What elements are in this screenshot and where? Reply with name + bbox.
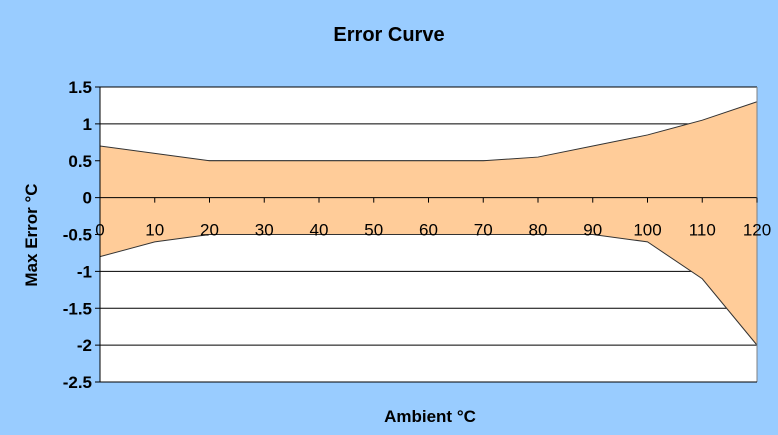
x-tick-label-1: 10 — [145, 221, 164, 240]
x-tick-label-6: 60 — [419, 221, 438, 240]
y-tick-labels: 1.5 1 0.5 0 -0.5 -1 -1.5 -2 -2.5 — [63, 78, 92, 392]
y-axis-label: Max Error °C — [22, 183, 41, 286]
series-line-0 — [99, 101, 758, 162]
y-tick-label-6: -1.5 — [63, 299, 92, 318]
x-tick-label-9: 90 — [583, 221, 602, 240]
x-tick-label-3: 30 — [255, 221, 274, 240]
y-tick-label-7: -2 — [77, 336, 92, 355]
x-tick-label-4: 40 — [310, 221, 329, 240]
axes — [95, 86, 758, 383]
y-tick-label-8: -2.5 — [63, 373, 92, 392]
error-band — [99, 101, 758, 346]
x-tick-label-12: 120 — [743, 221, 771, 240]
x-tick-label-0: 0 — [95, 221, 104, 240]
x-tick-label-10: 100 — [633, 221, 661, 240]
area-series-0 — [100, 101, 757, 198]
x-tick-label-5: 50 — [364, 221, 383, 240]
y-tick-label-1: 1 — [83, 115, 92, 134]
y-tick-label-3: 0 — [83, 189, 92, 208]
x-tick-label-11: 110 — [689, 221, 716, 240]
y-tick-label-0: 1.5 — [68, 78, 92, 97]
y-tick-label-4: -0.5 — [63, 226, 92, 245]
x-tick-labels: 0 10 20 30 40 50 60 70 80 90 100 110 120 — [95, 221, 771, 240]
y-tick-label-2: 0.5 — [68, 152, 92, 171]
x-tick-label-2: 20 — [200, 221, 219, 240]
x-tick-label-7: 70 — [474, 221, 493, 240]
x-tick-label-8: 80 — [529, 221, 548, 240]
series-line-1 — [99, 234, 758, 346]
chart-title: Error Curve — [333, 24, 444, 46]
x-axis-label: Ambient °C — [384, 407, 476, 426]
y-tick-label-5: -1 — [77, 262, 92, 281]
